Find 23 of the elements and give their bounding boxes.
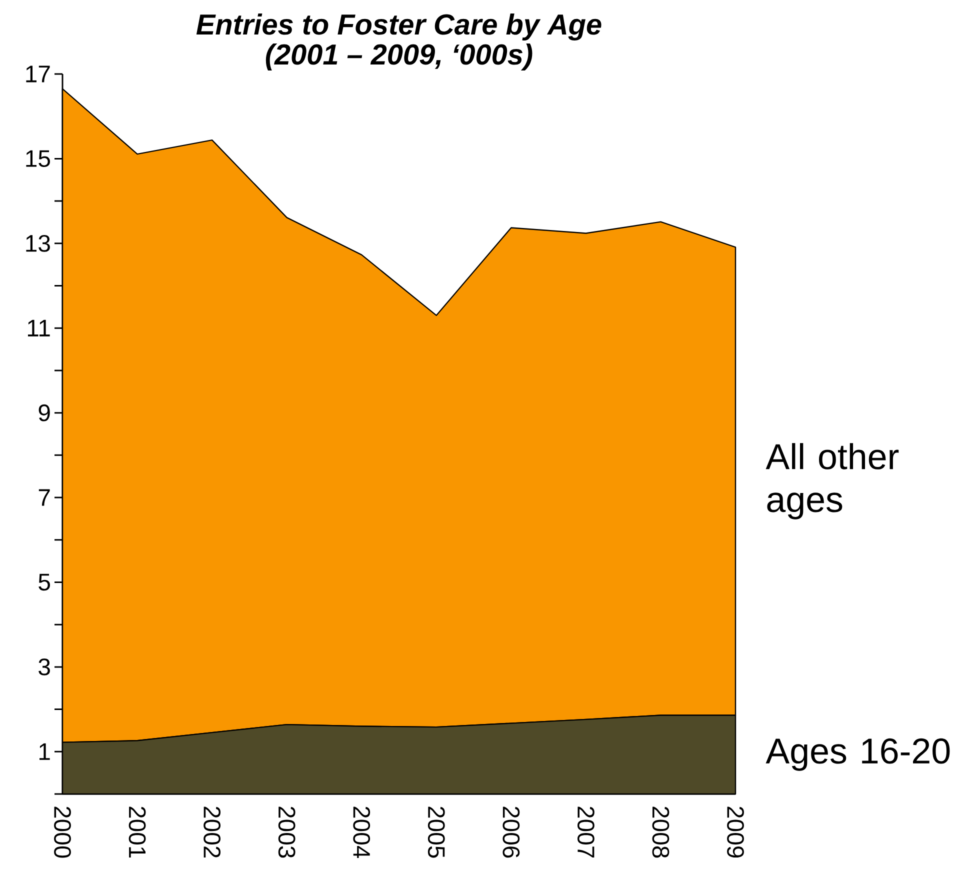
x-tick-label: 2003 bbox=[278, 806, 296, 858]
y-tick-label: 13 bbox=[26, 234, 50, 252]
series-label: All other ages bbox=[766, 443, 899, 520]
x-tick-label: 2000 bbox=[54, 806, 71, 858]
x-tick-label: 2004 bbox=[353, 806, 370, 858]
y-tick-label: 17 bbox=[26, 66, 50, 82]
chart-title: Entries to Foster Care by Age bbox=[196, 14, 602, 40]
y-tick-label: 7 bbox=[38, 489, 50, 506]
y-tick-label: 1 bbox=[40, 743, 50, 760]
y-tick-label: 9 bbox=[38, 404, 50, 422]
y-tick-label: 5 bbox=[38, 574, 50, 591]
x-tick-label: 2006 bbox=[502, 806, 520, 858]
x-tick-label: 2001 bbox=[128, 806, 146, 858]
y-tick-label: 3 bbox=[38, 658, 50, 676]
x-tick-label: 2007 bbox=[577, 806, 594, 858]
series-label: Ages 16-20 bbox=[766, 738, 950, 771]
y-tick-label: 15 bbox=[26, 150, 50, 168]
x-tick-label: 2002 bbox=[204, 806, 221, 858]
x-tick-label: 2005 bbox=[428, 806, 445, 858]
y-tick-label: 11 bbox=[28, 320, 50, 336]
chart-subtitle: (2001 – 2009, ‘000s) bbox=[266, 44, 532, 70]
x-tick-label: 2009 bbox=[727, 806, 744, 858]
x-tick-label: 2008 bbox=[652, 806, 670, 858]
